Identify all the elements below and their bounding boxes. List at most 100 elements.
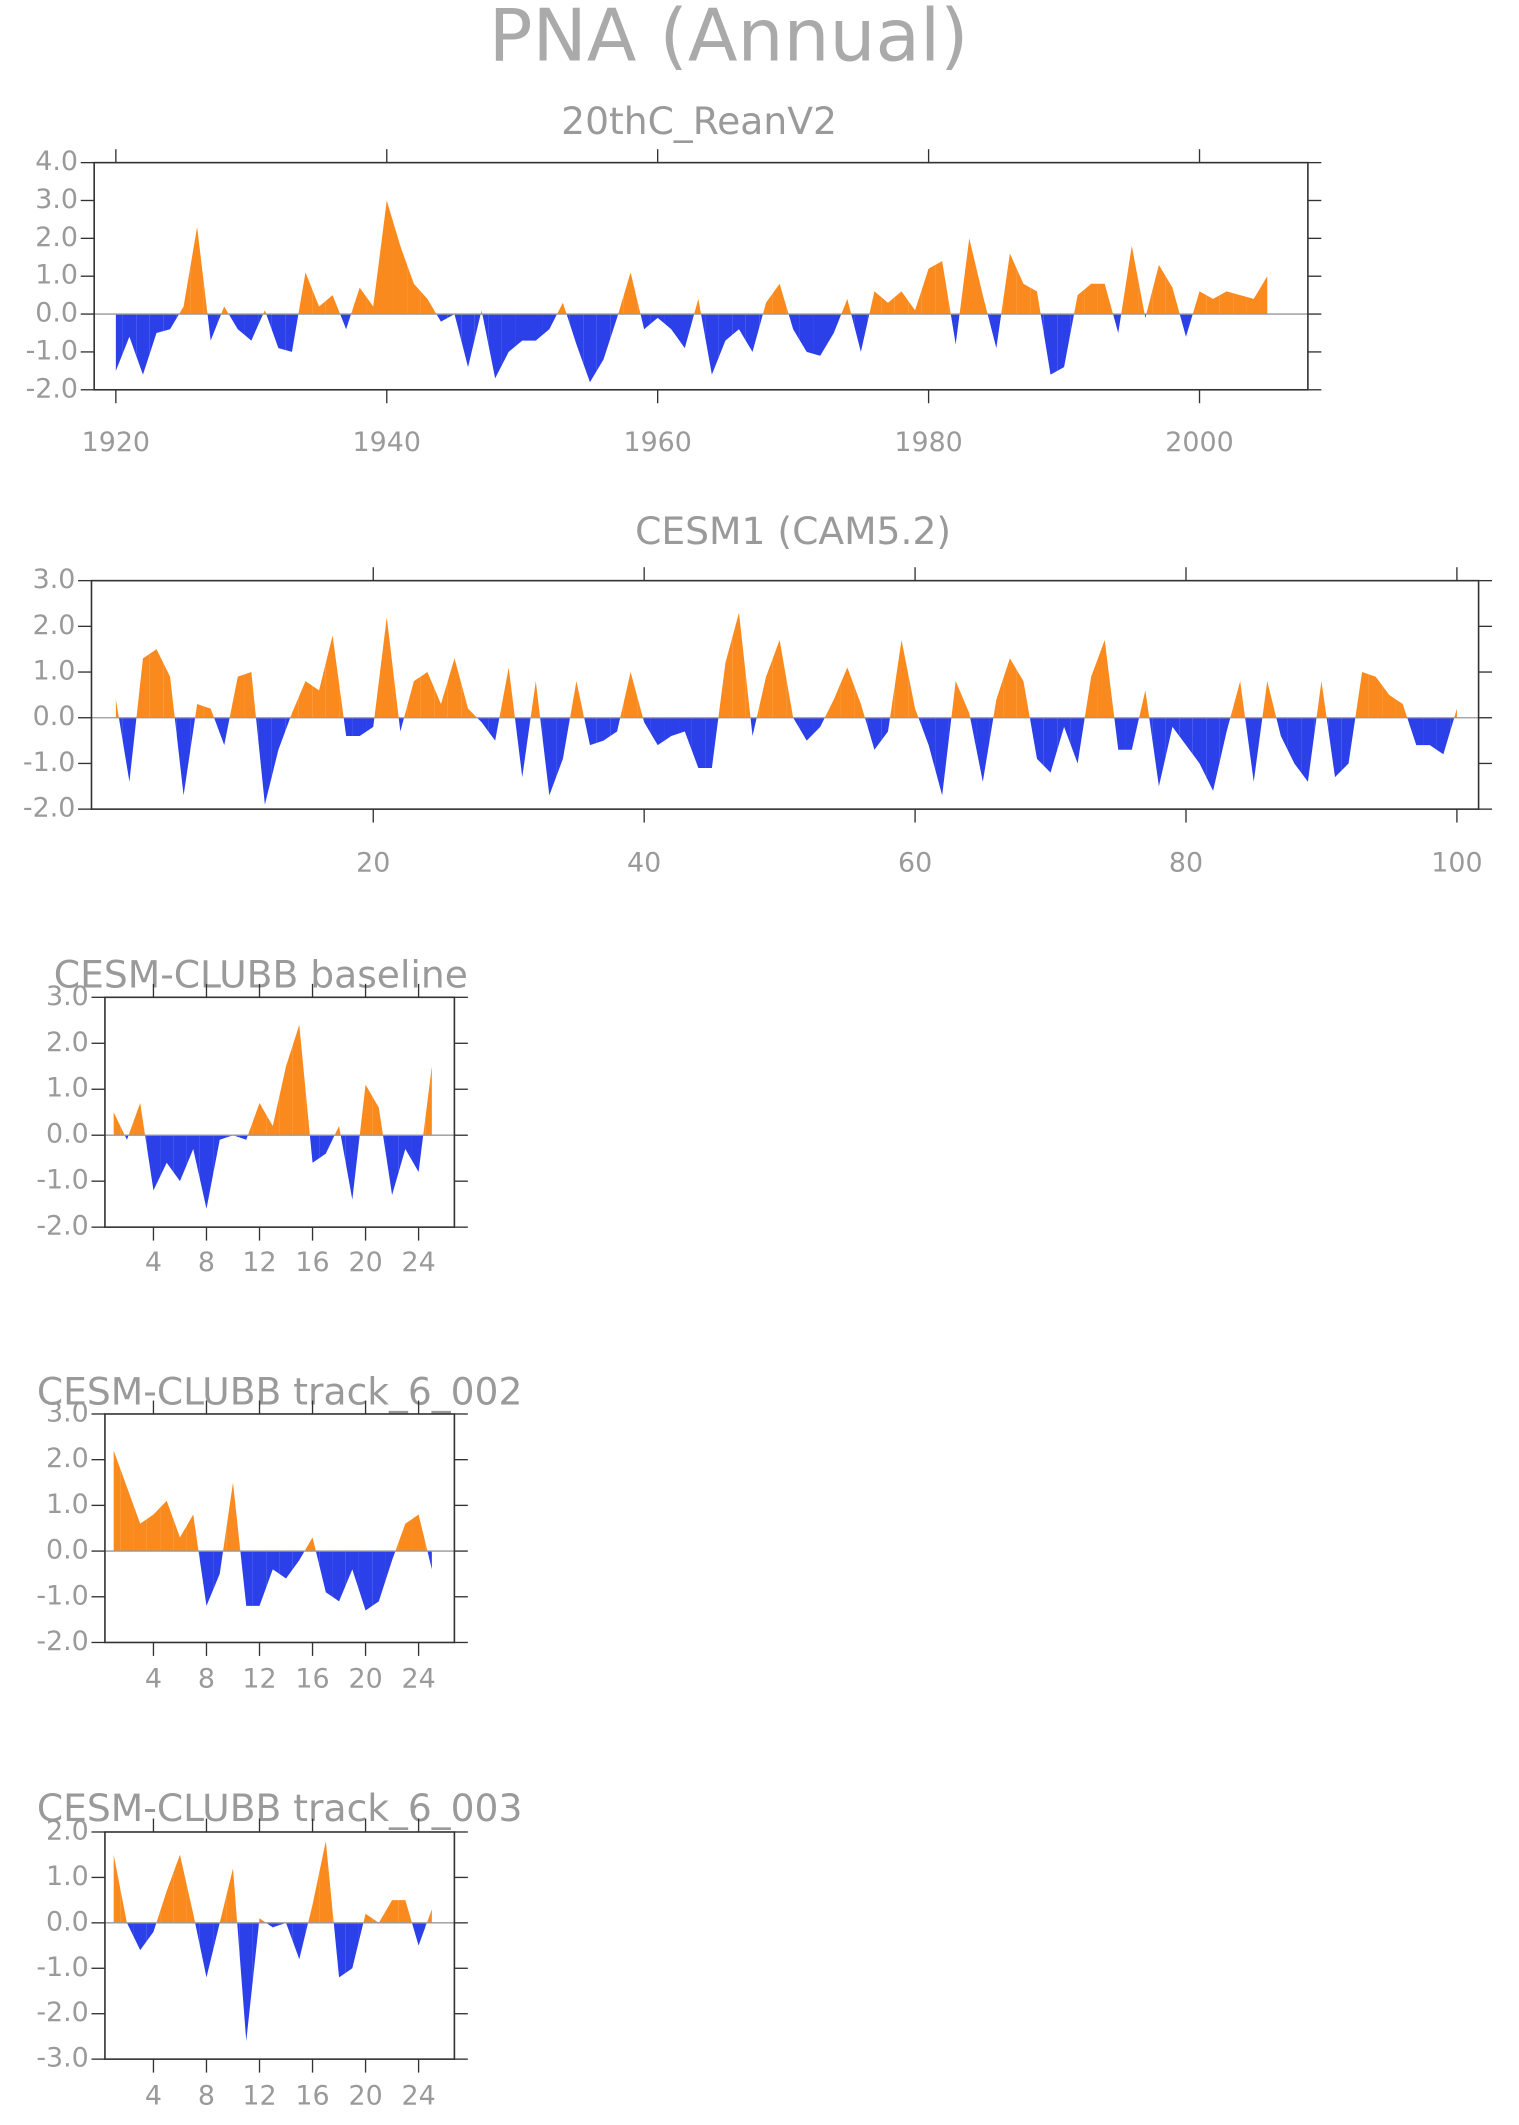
- x-tick-label: 80: [1169, 848, 1203, 879]
- area-segment: [691, 298, 706, 337]
- area-segment: [894, 640, 909, 718]
- area-segment: [664, 717, 679, 741]
- area-segment: [976, 717, 990, 782]
- area-segment: [407, 676, 421, 718]
- area-segment: [312, 289, 326, 315]
- area-segment: [136, 314, 150, 375]
- y-tick-label: 2.0: [33, 610, 76, 641]
- area-segment: [122, 314, 137, 356]
- area-segment: [149, 314, 164, 354]
- y-tick-label: 3.0: [46, 1397, 89, 1428]
- area-segment: [921, 264, 936, 315]
- area-segment: [840, 298, 855, 326]
- area-segment: [1368, 674, 1383, 718]
- area-segment: [398, 1900, 412, 1923]
- area-segment: [745, 314, 760, 352]
- x-tick-label: 8: [198, 1664, 215, 1695]
- area-segment: [292, 1548, 306, 1570]
- area-segment: [528, 314, 543, 341]
- area-segment: [1233, 293, 1247, 315]
- x-tick-label: 40: [627, 848, 661, 879]
- y-tick-label: -2.0: [36, 1626, 88, 1657]
- area-segment: [854, 685, 868, 727]
- area-segment: [258, 717, 272, 805]
- area-segment: [176, 266, 191, 318]
- area-segment: [231, 674, 245, 718]
- area-segment: [199, 1135, 214, 1209]
- area-segment: [1179, 312, 1193, 337]
- y-tick-label: 4.0: [35, 146, 78, 177]
- area-segment: [226, 1868, 240, 1955]
- area-segment: [623, 272, 638, 315]
- area-segment: [867, 717, 882, 750]
- area-segment: [252, 1551, 267, 1606]
- y-tick-label: -1.0: [26, 335, 78, 366]
- area-segment: [122, 717, 137, 782]
- area-segment: [339, 685, 353, 737]
- area-segment: [1246, 717, 1261, 782]
- area-segment: [1233, 681, 1247, 732]
- area-segment: [244, 672, 259, 739]
- area-segment: [203, 283, 218, 341]
- area-segment: [358, 1084, 373, 1143]
- y-tick-label: -2.0: [23, 793, 75, 824]
- y-tick-label: 1.0: [46, 1489, 89, 1520]
- area-segment: [372, 1551, 386, 1606]
- area-segment: [136, 653, 150, 721]
- area-segment: [989, 300, 1004, 349]
- area-segment: [583, 713, 597, 746]
- area-segment: [113, 1854, 121, 1923]
- y-tick-label: 3.0: [33, 564, 76, 595]
- area-segment: [596, 314, 611, 371]
- plot-frame: [104, 996, 456, 1228]
- area-segment: [239, 1121, 253, 1140]
- area-segment: [176, 717, 191, 796]
- x-tick-label: 16: [295, 1247, 329, 1278]
- x-tick-label: 1980: [894, 427, 962, 458]
- area-segment: [1436, 717, 1451, 755]
- area-segment: [1219, 706, 1234, 762]
- x-tick-label: 4: [145, 1664, 162, 1695]
- area-segment: [1070, 289, 1085, 332]
- area-segment: [385, 1900, 399, 1923]
- area-segment: [1165, 717, 1180, 757]
- area-segment: [312, 662, 326, 718]
- area-segment: [556, 302, 570, 324]
- area-segment: [1125, 717, 1139, 750]
- area-segment: [244, 314, 259, 341]
- area-segment: [786, 678, 800, 730]
- area-segment: [1111, 694, 1126, 750]
- y-tick-label: 3.0: [35, 184, 78, 215]
- area-segment: [173, 1854, 187, 1923]
- y-tick-label: 1.0: [46, 1073, 89, 1104]
- area-segment: [398, 1135, 412, 1172]
- x-tick-label: 8: [198, 1247, 215, 1278]
- area-segment: [217, 306, 231, 324]
- area-segment: [501, 314, 516, 366]
- area-segment: [425, 1909, 432, 1928]
- plot-frame: [93, 161, 1309, 391]
- area-segment: [569, 314, 584, 364]
- area-segment: [529, 681, 543, 739]
- area-segment: [239, 1544, 253, 1606]
- area-segment: [678, 314, 692, 349]
- area-segment: [813, 713, 828, 734]
- area-segment: [345, 1922, 359, 1973]
- x-tick-label: 16: [295, 2080, 329, 2111]
- area-segment: [813, 314, 828, 356]
- area-segment: [1138, 690, 1153, 739]
- area-segment: [149, 649, 164, 718]
- area-segment: [1030, 717, 1044, 766]
- y-tick-label: 0.0: [35, 298, 78, 329]
- area-segment: [252, 1103, 267, 1136]
- area-segment: [1179, 717, 1193, 755]
- area-segment: [163, 314, 177, 332]
- area-segment: [989, 678, 1004, 741]
- area-segment: [718, 314, 733, 358]
- area-segment: [1450, 708, 1457, 732]
- area-segment: [596, 717, 611, 743]
- area-segment: [133, 1103, 147, 1147]
- area-segment: [393, 223, 408, 315]
